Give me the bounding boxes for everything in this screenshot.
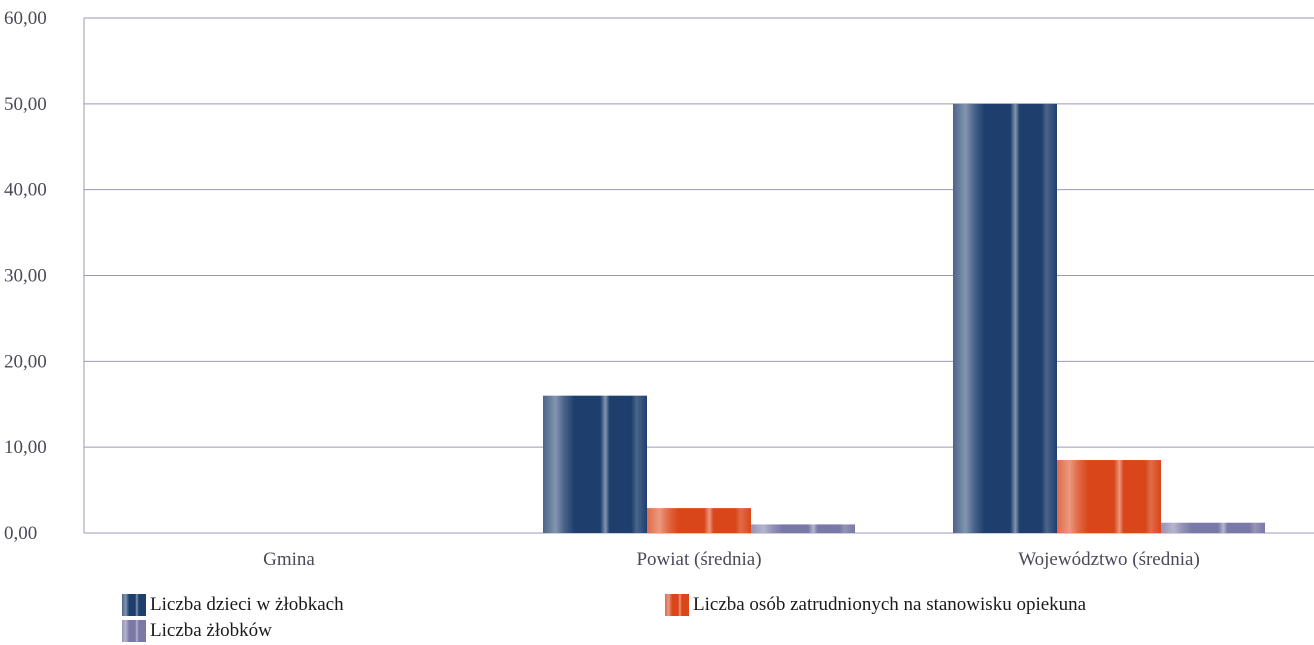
legend: Liczba dzieci w żłobkach Liczba osób zat… — [122, 594, 1272, 644]
y-axis-tick-labels: 0,00 10,00 20,00 30,00 40,00 50,00 60,00 — [4, 8, 47, 544]
legend-swatch-caregivers — [665, 594, 689, 616]
legend-item-children: Liczba dzieci w żłobkach — [122, 594, 344, 616]
x-category-label: Powiat (średnia) — [636, 549, 761, 570]
bar-nurseries — [1161, 522, 1265, 533]
legend-item-nurseries: Liczba żłobków — [122, 620, 272, 642]
bar-caregivers — [647, 508, 751, 533]
x-category-label: Gmina — [263, 549, 315, 570]
legend-label-caregivers: Liczba osób zatrudnionych na stanowisku … — [693, 594, 1087, 615]
bar-children — [953, 103, 1057, 533]
y-tick-label: 0,00 — [4, 523, 37, 544]
y-tick-label: 50,00 — [4, 94, 47, 115]
x-category-label: Województwo (średnia) — [1018, 549, 1200, 570]
y-tick-label: 20,00 — [4, 351, 47, 372]
y-tick-label: 30,00 — [4, 266, 47, 287]
legend-label-children: Liczba dzieci w żłobkach — [150, 594, 344, 615]
legend-swatch-children — [122, 594, 146, 616]
legend-item-caregivers: Liczba osób zatrudnionych na stanowisku … — [665, 594, 1086, 616]
gridlines — [83, 17, 1314, 534]
bars — [543, 103, 1265, 533]
bar-children — [543, 395, 647, 533]
bar-chart: 0,00 10,00 20,00 30,00 40,00 50,00 60,00 Gmina… — [4, 8, 1314, 570]
y-tick-label: 10,00 — [4, 437, 47, 458]
legend-swatch-nurseries — [122, 620, 146, 642]
bar-caregivers — [1057, 460, 1161, 533]
bar-nurseries — [751, 524, 855, 533]
x-axis-category-labels: Gmina Powiat (średnia) Województwo (średni… — [263, 549, 1200, 570]
y-tick-label: 40,00 — [4, 180, 47, 201]
y-tick-label: 60,00 — [4, 8, 47, 29]
legend-label-nurseries: Liczba żłobków — [150, 620, 272, 641]
